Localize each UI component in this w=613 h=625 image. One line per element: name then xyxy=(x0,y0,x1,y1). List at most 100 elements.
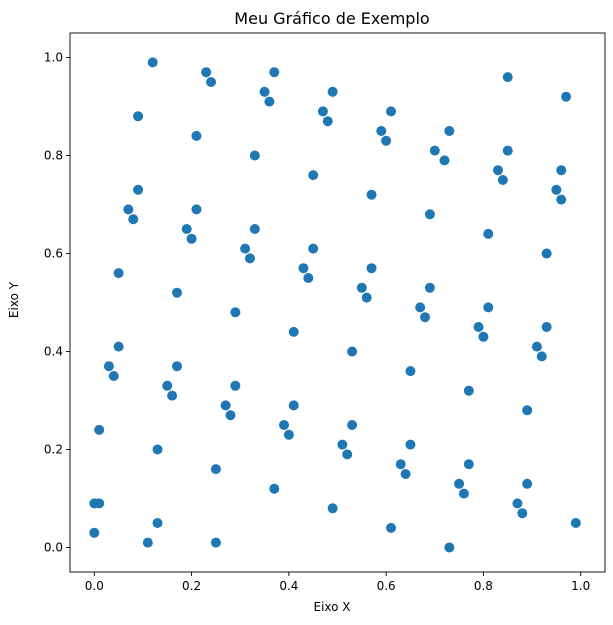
scatter-point xyxy=(439,155,450,166)
scatter-point xyxy=(317,106,328,117)
scatter-point xyxy=(303,273,314,283)
scatter-point xyxy=(556,194,567,205)
chart-title: Meu Gráfico de Exemplo xyxy=(234,9,429,28)
x-tick-label: 0.4 xyxy=(279,579,298,593)
scatter-point xyxy=(249,150,260,161)
scatter-point xyxy=(502,145,513,156)
scatter-point xyxy=(94,424,105,435)
scatter-point xyxy=(347,346,358,357)
scatter-point xyxy=(279,420,289,430)
scatter-point xyxy=(478,331,489,342)
scatter-point xyxy=(269,483,280,494)
scatter-point xyxy=(298,263,309,274)
data-points xyxy=(89,57,581,553)
scatter-point xyxy=(230,307,241,318)
scatter-point xyxy=(172,287,182,298)
scatter-point xyxy=(108,371,119,381)
scatter-point xyxy=(454,478,465,489)
scatter-point xyxy=(191,204,202,215)
scatter-point xyxy=(128,214,139,225)
scatter-point xyxy=(366,189,377,200)
scatter-point xyxy=(308,243,319,254)
y-tick-label: 0.6 xyxy=(44,247,63,261)
scatter-point xyxy=(259,86,270,97)
scatter-point xyxy=(172,361,182,372)
scatter-point xyxy=(147,57,158,68)
scatter-point xyxy=(103,361,114,372)
scatter-point xyxy=(133,111,144,122)
scatter-point xyxy=(240,243,251,254)
scatter-point xyxy=(322,116,333,127)
axis-ticks: 0.0 0.2 0.4 0.6 0.8 1.0 0.0 0.2 0.4 0.6 0.8 1.0 xyxy=(44,51,590,594)
scatter-point xyxy=(551,184,562,195)
scatter-point xyxy=(531,341,542,352)
scatter-point xyxy=(444,542,455,553)
scatter-point xyxy=(366,263,377,274)
scatter-point xyxy=(444,126,455,136)
plot-area: 0.0 0.2 0.4 0.6 0.8 1.0 0.0 0.2 0.4 0.6 0.8 1.0 xyxy=(44,32,606,594)
scatter-point xyxy=(405,366,416,377)
x-tick-label: 0.0 xyxy=(85,579,104,593)
scatter-point xyxy=(201,67,212,78)
scatter-point xyxy=(561,91,572,102)
scatter-point xyxy=(502,72,513,83)
scatter-point xyxy=(395,459,406,470)
y-tick-label: 1.0 xyxy=(44,51,63,65)
scatter-point xyxy=(424,209,435,220)
scatter-point xyxy=(186,233,197,244)
plot-frame xyxy=(69,32,606,573)
y-axis-label: Eixo Y xyxy=(7,281,21,318)
scatter-point xyxy=(210,464,221,475)
scatter-point xyxy=(517,508,528,519)
scatter-point xyxy=(142,537,153,548)
scatter-point xyxy=(123,204,134,215)
scatter-point xyxy=(483,228,494,239)
scatter-point xyxy=(522,405,533,416)
scatter-point xyxy=(167,390,178,401)
scatter-point xyxy=(512,498,523,509)
scatter-point xyxy=(244,253,255,264)
y-tick-label: 0.8 xyxy=(44,149,63,163)
scatter-point xyxy=(264,96,275,107)
scatter-point xyxy=(308,170,319,181)
scatter-point xyxy=(152,444,163,455)
scatter-point xyxy=(570,518,581,528)
scatter-point xyxy=(89,527,100,538)
scatter-point xyxy=(400,469,411,479)
scatter-point xyxy=(152,518,163,528)
x-tick-label: 0.8 xyxy=(474,579,493,593)
scatter-point xyxy=(536,351,547,362)
x-tick-label: 0.6 xyxy=(377,579,396,593)
scatter-point xyxy=(113,341,124,352)
scatter-point xyxy=(376,126,387,136)
scatter-point xyxy=(386,522,396,533)
scatter-point xyxy=(181,224,192,234)
scatter-point xyxy=(94,498,105,509)
scatter-point xyxy=(283,429,294,440)
scatter-point xyxy=(113,268,124,279)
scatter-point xyxy=(463,459,474,470)
scatter-point xyxy=(356,282,367,293)
scatter-point xyxy=(327,503,338,514)
scatter-point xyxy=(424,282,435,293)
y-tick-label: 0.2 xyxy=(44,443,63,457)
scatter-point xyxy=(225,410,236,421)
scatter-point xyxy=(556,165,567,176)
scatter-point xyxy=(337,439,348,450)
x-tick-label: 0.2 xyxy=(182,579,201,593)
scatter-point xyxy=(497,175,508,185)
scatter-point xyxy=(415,302,426,313)
x-axis-label: Eixo X xyxy=(313,600,350,614)
scatter-point xyxy=(162,380,173,391)
y-tick-label: 0.4 xyxy=(44,345,63,359)
scatter-point xyxy=(191,130,202,141)
scatter-point xyxy=(288,326,299,337)
scatter-point xyxy=(288,400,299,411)
scatter-point xyxy=(473,322,484,332)
scatter-point xyxy=(206,77,217,87)
scatter-point xyxy=(541,322,552,332)
scatter-point xyxy=(483,302,494,313)
x-tick-label: 1.0 xyxy=(571,579,590,593)
scatter-point xyxy=(327,86,338,97)
